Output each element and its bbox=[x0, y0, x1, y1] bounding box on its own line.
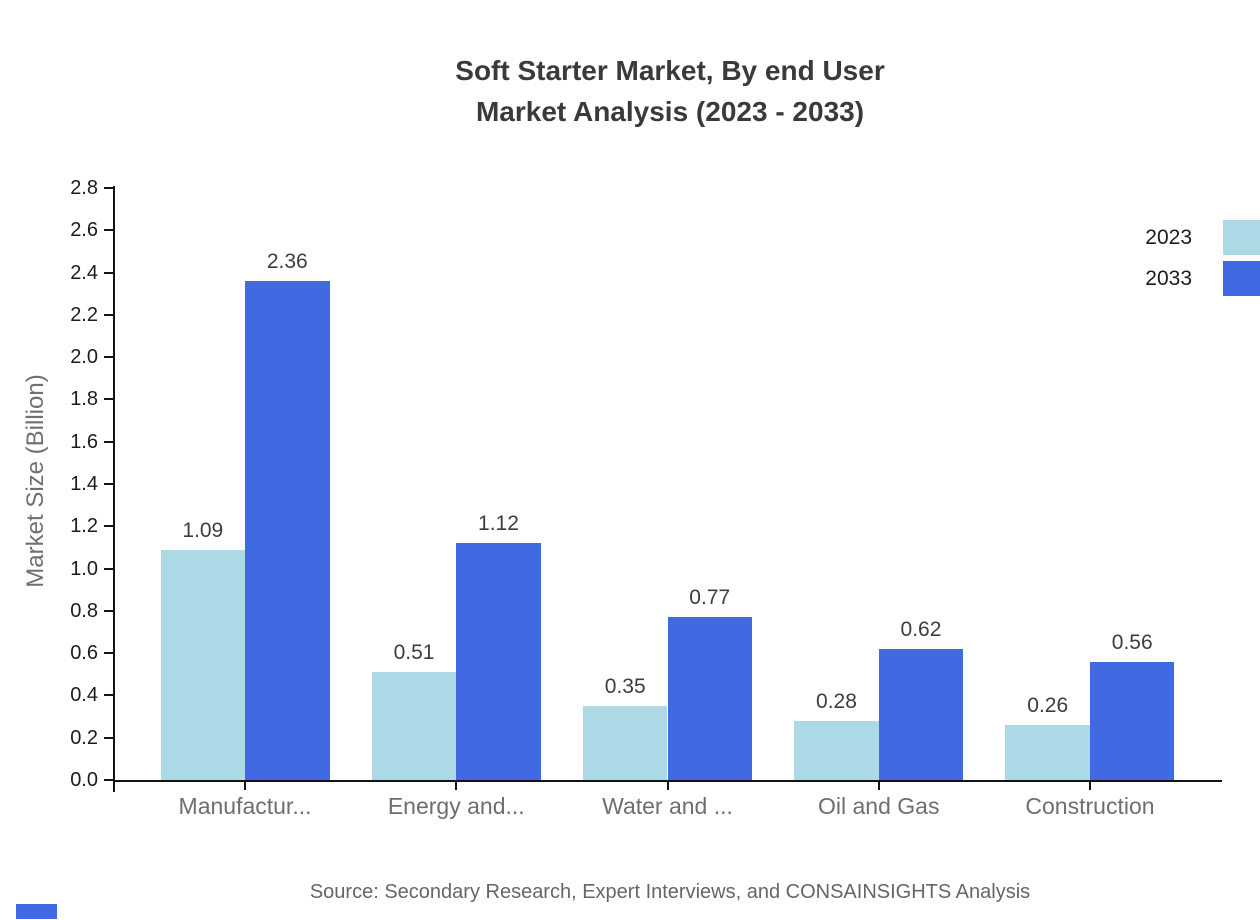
y-tick-label: 0.2 bbox=[70, 726, 98, 749]
x-tick bbox=[1088, 780, 1091, 790]
bar-2033-1 bbox=[456, 543, 541, 780]
y-tick-label: 0.6 bbox=[70, 642, 98, 665]
y-tick bbox=[104, 187, 113, 189]
y-tick bbox=[104, 736, 113, 739]
source-note: Source: Secondary Research, Expert Inter… bbox=[309, 881, 1031, 903]
brand-mark bbox=[16, 904, 57, 919]
x-tick bbox=[877, 780, 880, 790]
x-category-label: Oil and Gas bbox=[818, 793, 940, 819]
bar-value-label: 0.62 bbox=[900, 617, 942, 641]
x-category-label: Energy and... bbox=[387, 793, 525, 819]
y-tick-label: 1.6 bbox=[70, 430, 98, 453]
y-tick-label: 1.0 bbox=[70, 557, 98, 580]
y-tick-label: 2.8 bbox=[70, 177, 98, 199]
y-tick bbox=[104, 779, 113, 781]
bar-2033-0 bbox=[245, 281, 330, 780]
bar-value-label: 0.56 bbox=[1111, 630, 1153, 654]
legend-label: 2023 bbox=[1145, 226, 1192, 249]
y-tick bbox=[104, 694, 113, 697]
y-tick-label: 0.8 bbox=[70, 599, 98, 622]
bar-2023-3 bbox=[794, 720, 879, 780]
y-tick-label: 2.0 bbox=[70, 346, 98, 369]
y-tick bbox=[104, 398, 113, 401]
y-tick bbox=[104, 567, 113, 570]
chart-title-line1: Soft Starter Market, By end User bbox=[455, 55, 885, 86]
y-tick bbox=[104, 609, 113, 612]
y-tick bbox=[104, 229, 113, 232]
legend-swatch bbox=[1223, 220, 1260, 255]
bar-value-label: 0.28 bbox=[816, 689, 857, 713]
bar-2023-4 bbox=[1005, 725, 1090, 780]
y-axis-line bbox=[113, 186, 115, 792]
bar-2033-3 bbox=[878, 648, 964, 780]
y-tick bbox=[104, 271, 113, 274]
bar-2033-4 bbox=[1089, 661, 1175, 780]
y-tick-label: 1.2 bbox=[70, 515, 98, 538]
x-category-label: Construction bbox=[1025, 793, 1155, 819]
y-tick bbox=[104, 525, 113, 528]
bar-value-label: 0.26 bbox=[1027, 694, 1069, 718]
x-tick bbox=[244, 780, 247, 790]
x-tick bbox=[666, 780, 669, 790]
bar-value-label: 1.12 bbox=[478, 512, 519, 536]
y-tick bbox=[104, 483, 113, 485]
bar-2023-0 bbox=[160, 549, 245, 780]
y-tick-label: 1.8 bbox=[70, 388, 98, 411]
bar-value-label: 0.35 bbox=[604, 675, 646, 698]
y-tick-label: 1.4 bbox=[70, 473, 98, 495]
legend-label: 2033 bbox=[1145, 267, 1192, 290]
bar-2023-2 bbox=[583, 706, 668, 780]
bar-value-label: 0.77 bbox=[689, 586, 731, 610]
y-tick bbox=[104, 440, 113, 443]
y-tick-label: 0.0 bbox=[70, 769, 98, 791]
bar-value-label: 0.51 bbox=[393, 641, 435, 665]
legend-swatch bbox=[1223, 261, 1260, 296]
x-tick bbox=[455, 780, 458, 790]
x-category-label: Water and ... bbox=[602, 793, 733, 819]
bar-value-label: 2.36 bbox=[266, 250, 308, 274]
y-tick-label: 2.4 bbox=[70, 261, 98, 284]
bar-value-label: 1.09 bbox=[182, 518, 224, 542]
y-tick bbox=[104, 652, 113, 655]
x-category-label: Manufactur... bbox=[178, 793, 312, 819]
bar-2023-1 bbox=[371, 672, 457, 780]
chart-title: Soft Starter Market, By end User Market … bbox=[80, 50, 1260, 132]
y-tick bbox=[104, 356, 113, 359]
chart-title-line2: Market Analysis (2023 - 2033) bbox=[475, 96, 865, 127]
bar-2033-2 bbox=[667, 617, 752, 780]
y-tick-label: 2.2 bbox=[70, 303, 98, 326]
y-tick-label: 2.6 bbox=[70, 219, 98, 242]
y-tick bbox=[104, 313, 113, 316]
y-tick-label: 0.4 bbox=[70, 684, 98, 707]
